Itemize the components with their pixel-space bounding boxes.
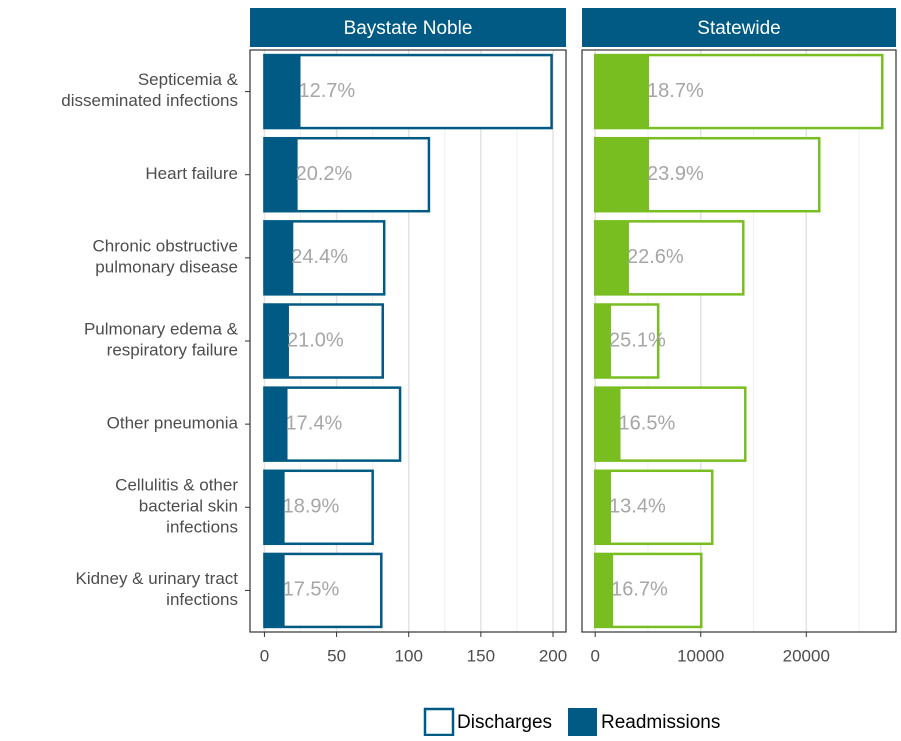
legend-label: Discharges bbox=[457, 712, 552, 733]
readmissions-bar bbox=[264, 387, 288, 461]
panel-border bbox=[249, 49, 567, 633]
rate-label: 21.0% bbox=[287, 329, 344, 351]
readmissions-bar bbox=[264, 553, 285, 627]
legend-label: Readmissions bbox=[601, 712, 720, 733]
rate-label: 20.2% bbox=[296, 163, 353, 185]
rate-label: 22.6% bbox=[627, 246, 684, 268]
discharges-bar bbox=[263, 53, 553, 130]
legend-key bbox=[568, 708, 597, 736]
rate-label: 17.5% bbox=[283, 579, 340, 601]
readmissions-bar bbox=[595, 221, 629, 295]
rate-label: 25.1% bbox=[609, 329, 666, 351]
readmissions-bar bbox=[595, 387, 621, 461]
rate-label: 24.4% bbox=[291, 246, 348, 268]
panel-border bbox=[581, 49, 897, 633]
category-label: Kidney & urinary tract infections bbox=[75, 569, 238, 609]
rate-label: 16.5% bbox=[619, 412, 676, 434]
category-label: Septicemia & disseminated infections bbox=[61, 71, 238, 111]
x-tick-label: 0 bbox=[590, 646, 599, 665]
readmissions-bar bbox=[264, 304, 289, 378]
readmissions-bar bbox=[595, 470, 612, 544]
rate-label: 23.9% bbox=[647, 163, 704, 185]
readmissions-bar bbox=[595, 553, 614, 627]
facet-title: Baystate Noble bbox=[344, 18, 473, 39]
readmissions-bar bbox=[595, 55, 650, 129]
rate-label: 18.7% bbox=[647, 80, 704, 102]
x-tick-label: 200 bbox=[539, 646, 567, 665]
discharges-bar bbox=[593, 469, 714, 546]
x-tick-label: 20000 bbox=[783, 646, 830, 665]
category-label: Pulmonary edema & respiratory failure bbox=[84, 320, 239, 360]
readmissions-bar bbox=[264, 55, 301, 129]
rate-label: 13.4% bbox=[609, 496, 666, 518]
category-label: Heart failure bbox=[145, 164, 238, 183]
rate-label: 12.7% bbox=[299, 80, 356, 102]
readmissions-bar bbox=[264, 138, 298, 212]
category-label: Other pneumonia bbox=[107, 414, 239, 433]
strip bbox=[582, 8, 896, 47]
facet-title: Statewide bbox=[697, 18, 780, 39]
x-tick-label: 10000 bbox=[677, 646, 724, 665]
x-tick-label: 0 bbox=[260, 646, 269, 665]
legend-key bbox=[423, 707, 455, 737]
rate-label: 16.7% bbox=[611, 579, 668, 601]
strip bbox=[250, 8, 566, 47]
category-label: Chronic obstructive pulmonary disease bbox=[92, 237, 238, 277]
readmissions-bar bbox=[264, 470, 285, 544]
x-tick-label: 100 bbox=[395, 646, 423, 665]
x-tick-label: 150 bbox=[467, 646, 495, 665]
rate-label: 18.9% bbox=[283, 496, 340, 518]
readmissions-bar bbox=[264, 221, 294, 295]
readmissions-bar bbox=[595, 304, 612, 378]
x-tick-label: 50 bbox=[327, 646, 346, 665]
rate-label: 17.4% bbox=[286, 412, 343, 434]
readmissions-bar bbox=[595, 138, 650, 212]
category-label: Cellulitis & other bacterial skin infectio… bbox=[115, 476, 238, 537]
